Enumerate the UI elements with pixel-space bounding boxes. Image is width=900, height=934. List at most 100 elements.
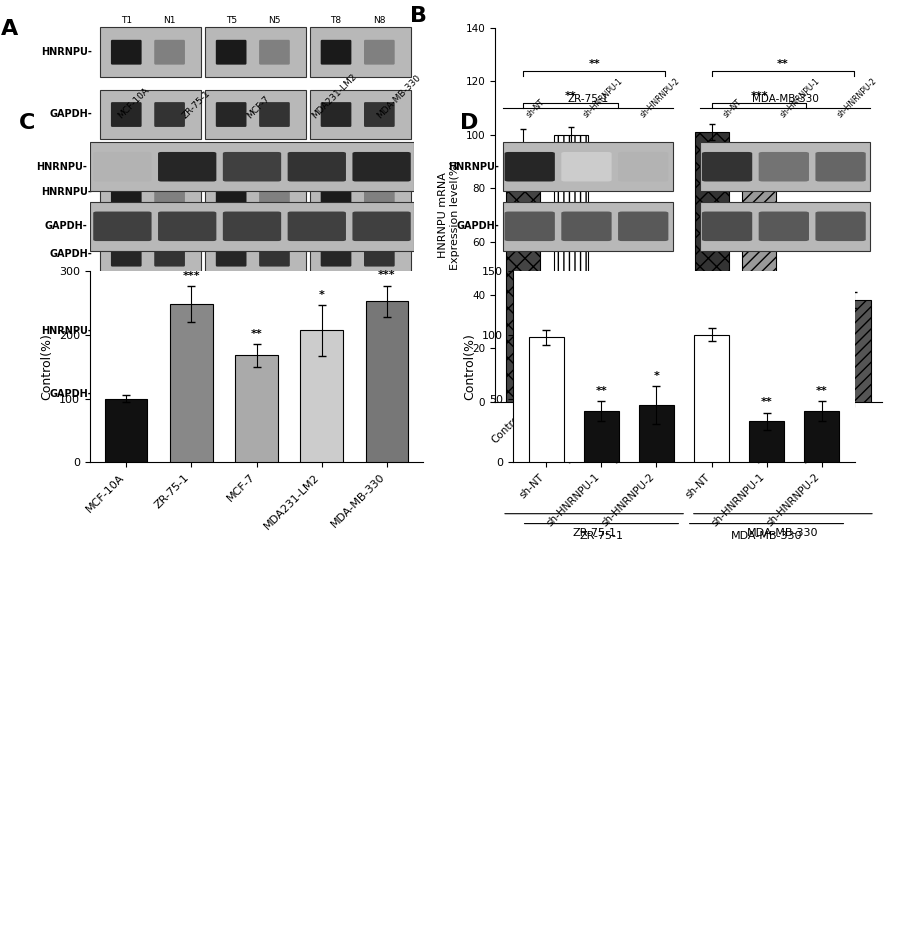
Text: T8: T8 — [330, 16, 342, 25]
Bar — [648, 318, 682, 402]
Y-axis label: Control(%): Control(%) — [40, 333, 54, 400]
Bar — [100, 306, 201, 356]
Bar — [503, 202, 673, 250]
Text: sh-HNRNPU-2: sh-HNRNPU-2 — [638, 77, 681, 120]
FancyBboxPatch shape — [111, 319, 141, 344]
Text: *: * — [653, 371, 660, 381]
Text: N17: N17 — [370, 156, 389, 164]
Text: HNRNPU-: HNRNPU- — [40, 187, 92, 197]
Text: ZR-75-1: ZR-75-1 — [580, 531, 624, 541]
Text: **: ** — [815, 386, 827, 396]
Text: T13: T13 — [222, 156, 239, 164]
Bar — [301, 331, 343, 462]
Text: **: ** — [250, 329, 263, 338]
Text: ZR-75-1: ZR-75-1 — [181, 89, 212, 120]
FancyBboxPatch shape — [364, 381, 395, 406]
Bar — [554, 134, 588, 402]
Bar — [695, 132, 729, 402]
Text: N20: N20 — [370, 295, 389, 304]
Bar — [205, 90, 306, 139]
Bar — [310, 369, 410, 418]
FancyBboxPatch shape — [320, 242, 351, 266]
Bar — [694, 334, 729, 462]
FancyBboxPatch shape — [364, 179, 395, 205]
FancyBboxPatch shape — [759, 152, 809, 181]
Bar — [700, 202, 870, 250]
Bar — [310, 167, 410, 217]
Text: **: ** — [760, 398, 772, 407]
Text: T12: T12 — [118, 156, 135, 164]
FancyBboxPatch shape — [111, 102, 141, 127]
Text: ZR-75-1: ZR-75-1 — [572, 528, 616, 538]
Text: B: B — [410, 6, 427, 25]
FancyBboxPatch shape — [158, 152, 216, 181]
Bar — [170, 304, 212, 462]
Text: GAPDH-: GAPDH- — [50, 109, 92, 120]
Text: **: ** — [596, 386, 608, 396]
FancyBboxPatch shape — [216, 381, 247, 406]
FancyBboxPatch shape — [320, 319, 351, 344]
Text: HNRNPU-: HNRNPU- — [36, 162, 86, 172]
FancyBboxPatch shape — [158, 211, 216, 241]
Text: HNRNPU-: HNRNPU- — [40, 47, 92, 57]
FancyBboxPatch shape — [702, 152, 752, 181]
FancyBboxPatch shape — [154, 179, 184, 205]
Text: MDA-MB-330: MDA-MB-330 — [731, 531, 802, 541]
Bar — [837, 300, 870, 402]
Text: ZR-75-1: ZR-75-1 — [567, 94, 608, 105]
Bar — [310, 27, 410, 77]
FancyBboxPatch shape — [353, 211, 410, 241]
Bar — [365, 302, 408, 462]
FancyBboxPatch shape — [259, 319, 290, 344]
FancyBboxPatch shape — [815, 211, 866, 241]
Text: N12: N12 — [160, 156, 179, 164]
Text: N1: N1 — [163, 16, 176, 25]
FancyBboxPatch shape — [259, 40, 290, 64]
Text: N19: N19 — [266, 295, 284, 304]
Text: ***: *** — [378, 271, 395, 280]
FancyBboxPatch shape — [562, 152, 612, 181]
FancyBboxPatch shape — [216, 319, 247, 344]
Text: N18: N18 — [160, 295, 179, 304]
Bar — [507, 143, 540, 402]
Text: sh-HNRNPU-1: sh-HNRNPU-1 — [778, 77, 822, 120]
Text: T19: T19 — [222, 295, 239, 304]
Text: MDA-MB-330: MDA-MB-330 — [747, 528, 819, 538]
Bar — [205, 306, 306, 356]
Text: MDA-MB-330: MDA-MB-330 — [752, 94, 819, 105]
Text: MDA231-LM2: MDA231-LM2 — [310, 72, 359, 120]
Bar — [789, 356, 824, 402]
Bar — [235, 355, 278, 462]
Bar — [310, 229, 410, 278]
FancyBboxPatch shape — [154, 319, 184, 344]
Text: sh-NT: sh-NT — [722, 97, 744, 120]
Text: MCF-7: MCF-7 — [246, 94, 272, 120]
Text: N13: N13 — [266, 156, 284, 164]
Y-axis label: HNRNPU mRNA
Expression level(%): HNRNPU mRNA Expression level(%) — [438, 160, 460, 270]
FancyBboxPatch shape — [562, 211, 612, 241]
FancyBboxPatch shape — [111, 381, 141, 406]
FancyBboxPatch shape — [618, 152, 669, 181]
Text: **: ** — [589, 60, 600, 69]
FancyBboxPatch shape — [259, 242, 290, 266]
Text: N8: N8 — [374, 16, 385, 25]
Text: ***: *** — [751, 92, 768, 102]
Text: T18: T18 — [118, 295, 135, 304]
FancyBboxPatch shape — [216, 102, 247, 127]
Text: *: * — [319, 290, 325, 300]
Bar — [100, 369, 201, 418]
Text: T17: T17 — [328, 156, 345, 164]
FancyBboxPatch shape — [759, 211, 809, 241]
Bar — [100, 90, 201, 139]
Text: **: ** — [564, 92, 576, 102]
FancyBboxPatch shape — [223, 152, 281, 181]
FancyBboxPatch shape — [111, 40, 141, 64]
FancyBboxPatch shape — [94, 211, 151, 241]
Text: T5: T5 — [226, 16, 237, 25]
Text: A: A — [1, 19, 18, 38]
FancyBboxPatch shape — [364, 319, 395, 344]
Text: GAPDH-: GAPDH- — [50, 248, 92, 259]
Text: MCF-10A: MCF-10A — [116, 86, 150, 120]
Text: sh-NT: sh-NT — [525, 97, 546, 120]
Text: sh-HNRNPU-1: sh-HNRNPU-1 — [581, 77, 625, 120]
